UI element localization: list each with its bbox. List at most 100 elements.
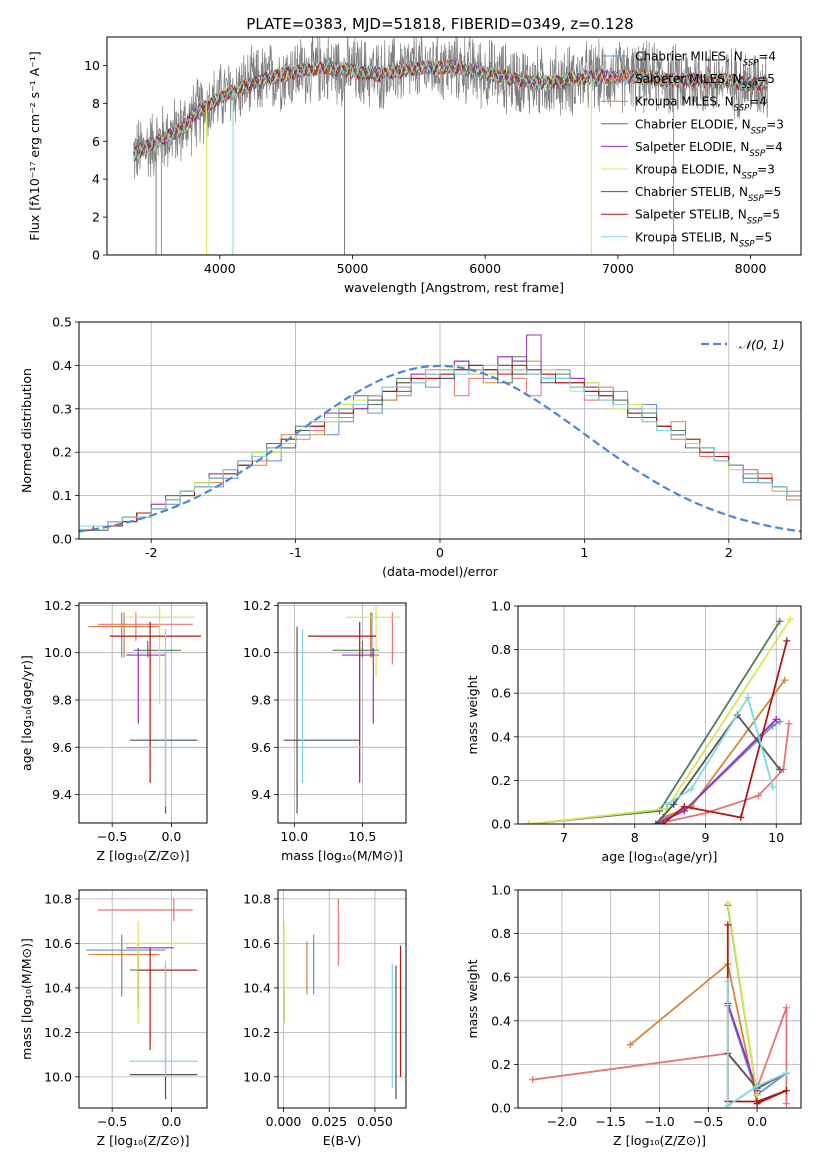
legend-n: =3 [757,163,775,177]
weight-line [662,679,786,819]
plot-area-age_vs_Z [88,605,202,814]
x-tick-label: 2 [725,545,733,560]
legend-subscript: SSP [742,81,758,91]
histogram-series [79,364,801,527]
x-axis-label: Z [log₁₀(Z/Z⊙)] [97,1133,190,1148]
y-tick-label: 10.4 [44,980,72,995]
x-tick-label: 5000 [337,261,369,276]
plot-area-residuals [79,334,801,533]
x-tick-label: 0.0 [161,829,181,844]
axes-spectrum: 4000 5000 6000 7000 8000 0 2 4 6 8 10 wavelength [A… [27,36,802,295]
y-tick-label: 10.2 [44,598,72,613]
axes-frame [277,602,407,824]
plot-area-age_vs_mass [283,605,401,814]
axes-weight_vs_age: 7 8 9 10 0.0 0.2 0.4 0.6 0.8 1.0 age [log₁₀(age/yr… [465,599,802,864]
y-tick-label: 0.8 [491,926,511,941]
plot-area-weight_vs_age [525,615,794,824]
x-tick-label: 0 [436,545,444,560]
x-tick-label: 7 [560,830,568,845]
normal-curve [79,364,801,533]
y-tick-label: 1.0 [491,599,511,614]
axes-frame [78,602,208,824]
axes-weight_vs_Z: −2.0 −1.5 −1.0 −0.5 0.0 0.0 0.2 0.4 0.6 0.8 1.0 Z [… [465,883,802,1148]
legend-label: Salpeter STELIB, NSSP=5 [635,208,780,227]
x-tick-label: −0.5 [97,1114,127,1129]
axes-frame [277,889,407,1109]
axes-frame [106,36,802,256]
x-tick-label: 4000 [204,261,236,276]
y-tick-label: 10.2 [44,1025,72,1040]
x-tick-label: 7000 [602,261,634,276]
x-tick-label: 0.0 [161,1114,181,1129]
weight-marker [724,1102,732,1108]
axes-mass_vs_Z: −0.5 0.0 10.0 10.2 10.4 10.6 10.8 Z [log₁₀(Z/Z⊙… [19,889,208,1148]
weight-marker [755,792,763,800]
x-tick-label: 0.025 [311,1114,347,1129]
legend-n: =5 [762,208,780,222]
legend-label: Chabrier STELIB, NSSP=5 [635,185,781,204]
y-tick-label: 9.4 [251,787,271,802]
y-tick-label: 0.8 [491,642,511,657]
weight-marker [753,1100,761,1108]
y-tick-label: 10.2 [243,1025,271,1040]
x-tick-label: −0.5 [97,829,127,844]
plot-area-weight_vs_Z [529,899,790,1108]
y-tick-label: 8 [92,96,100,111]
weight-line [528,620,781,824]
legend-label: Kroupa STELIB, NSSP=5 [635,230,772,249]
weight-marker [670,800,678,808]
weight-marker [783,637,791,645]
weight-line [726,981,787,1108]
weight-marker [663,800,671,808]
weight-marker [724,978,732,986]
weight-marker [776,718,784,726]
y-tick-label: 0.2 [52,445,72,460]
weight-marker [782,1004,790,1012]
y-tick-label: 9.8 [52,692,72,707]
x-tick-label: 1 [580,545,588,560]
y-tick-label: 0.0 [491,1101,511,1116]
x-tick-label: 9 [702,830,710,845]
y-axis-label: mass weight [465,675,480,754]
y-tick-label: 0.6 [491,686,511,701]
weight-marker [659,820,667,824]
x-axis-label: age [log₁₀(age/yr)] [602,849,718,864]
y-tick-label: 0.5 [52,315,72,330]
y-tick-label: 10.0 [243,645,271,660]
legend-n: =5 [764,185,782,199]
weight-marker [753,1091,761,1099]
weight-marker [786,615,794,623]
legend-label: Kroupa ELODIE, NSSP=3 [635,163,775,182]
axes-residuals: -2 -1 0 1 2 0.0 0.1 0.2 0.3 0.4 0.5 (data-model)/er… [19,315,802,579]
legend-n: =5 [757,72,775,86]
legend-n: =4 [765,140,783,154]
x-axis-label: E(B-V) [323,1133,362,1148]
y-tick-label: 0.1 [52,488,72,503]
y-tick-label: 10.0 [44,645,72,660]
weight-marker [529,1076,537,1084]
y-tick-label: 2 [92,210,100,225]
y-axis-label: Normed distribution [19,368,34,493]
y-tick-label: 9.4 [52,787,72,802]
x-axis-label: Z [log₁₀(Z/Z⊙)] [613,1133,706,1148]
weight-marker [687,785,695,793]
plot-area-mass_vs_ebv [283,898,402,1100]
plot-area-spectrum [133,37,769,255]
y-tick-label: 10.0 [243,1069,271,1084]
x-tick-label: -1 [289,545,301,560]
x-tick-label: −2.0 [547,1114,577,1129]
weight-marker [782,1100,790,1108]
x-tick-label: 8000 [735,261,767,276]
weight-marker [782,1087,790,1095]
x-axis-label: (data-model)/error [382,564,499,579]
y-tick-label: 9.6 [52,740,72,755]
y-tick-label: 10.0 [44,1069,72,1084]
legend-subscript: SSP [748,194,764,204]
y-tick-label: 0.0 [52,532,72,547]
axes-frame [517,889,802,1109]
y-tick-label: 0.6 [491,970,511,985]
legend-subscript: SSP [739,239,755,249]
y-axis-label: Flux [fλ10⁻¹⁷ erg cm⁻² s⁻¹ A⁻¹] [27,51,42,240]
weight-marker [782,1069,790,1077]
